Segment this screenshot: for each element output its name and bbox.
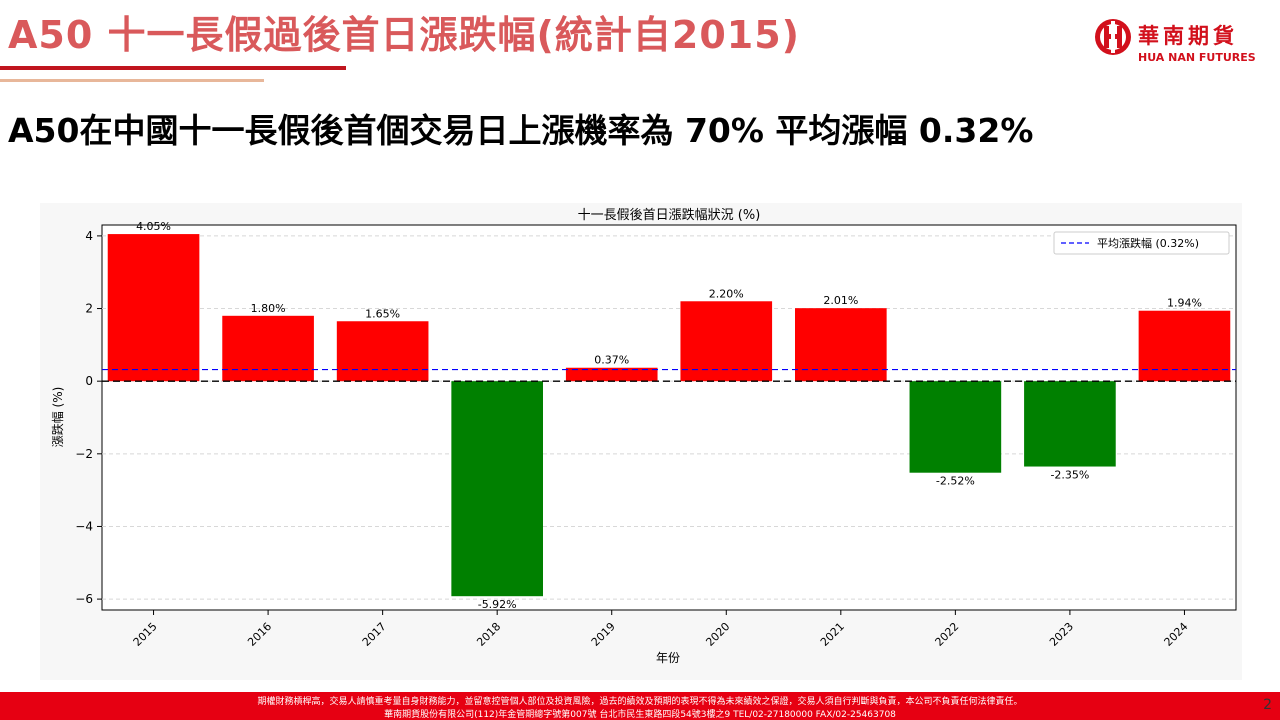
page-number: 2 <box>1263 697 1272 713</box>
y-tick-label: −2 <box>75 447 93 461</box>
data-label-2015: 4.05% <box>136 220 171 233</box>
x-tick-label-2021: 2021 <box>818 620 847 649</box>
hua-nan-logo-icon <box>1095 19 1131 55</box>
reference-lines <box>102 368 1236 382</box>
legend: 平均漲跌幅 (0.32%) <box>1053 231 1230 255</box>
data-label-2023: -2.35% <box>1050 469 1089 482</box>
chart-title: 十一長假後首日漲跌幅狀況 (%) <box>578 207 761 223</box>
bar-2015 <box>107 234 200 382</box>
bars <box>107 234 1231 597</box>
y-tick-label: 0 <box>85 374 93 388</box>
x-tick-label-2023: 2023 <box>1047 620 1076 649</box>
bar-2021 <box>795 308 887 382</box>
data-label-2021: 2.01% <box>823 294 858 307</box>
x-tick-label-2018: 2018 <box>474 620 503 649</box>
slide-title: A50 十一長假過後首日漲跌幅(統計自2015) <box>8 13 801 57</box>
logo-english-name: HUA NAN FUTURES <box>1138 51 1256 64</box>
x-tick-label-2015: 2015 <box>131 620 160 649</box>
bar-2019 <box>565 367 658 382</box>
title-underline-dark <box>0 66 346 70</box>
bar-2020 <box>680 301 773 382</box>
bar-2016 <box>222 315 314 382</box>
y-tick-label: 2 <box>85 302 93 316</box>
bar-chart: 4.05% 1.80% 1.65% -5.92% 0.37% 2.20% 2.01% -2.5… <box>40 203 1242 680</box>
bar-2017 <box>336 321 429 382</box>
y-tick-label: 4 <box>85 229 93 243</box>
company-logo: 華南期貨 HUA NAN FUTURES <box>1094 18 1266 68</box>
data-label-2024: 1.94% <box>1167 297 1202 310</box>
chart-canvas: 4.05% 1.80% 1.65% -5.92% 0.37% 2.20% 2.01% -2.5… <box>50 207 1237 665</box>
legend-mean-line-label: 平均漲跌幅 (0.32%) <box>1097 236 1199 250</box>
data-label-2020: 2.20% <box>709 287 744 300</box>
y-axis-label: 漲跌幅 (%) <box>50 387 65 448</box>
title-underline-light <box>0 79 264 82</box>
x-tick-label-2016: 2016 <box>245 620 274 649</box>
x-tick-label-2020: 2020 <box>703 620 732 649</box>
x-tick-label-2017: 2017 <box>360 620 389 649</box>
bar-2022 <box>909 381 1002 473</box>
data-label-2019: 0.37% <box>594 354 629 367</box>
data-label-2016: 1.80% <box>251 302 286 315</box>
x-tick-label-2024: 2024 <box>1162 620 1191 649</box>
slide-subtitle: A50在中國十一長假後首個交易日上漲機率為 70% 平均漲幅 0.32% <box>8 111 1034 150</box>
legend-box <box>1053 231 1230 255</box>
footer-disclaimer: 期權財務槓桿高，交易人請慎重考量自身財務能力，並留意控管個人部位及投資風險，過去… <box>257 697 1023 707</box>
data-label-2017: 1.65% <box>365 307 400 320</box>
x-tick-label-2022: 2022 <box>932 620 961 649</box>
disclaimer-footer: 期權財務槓桿高，交易人請慎重考量自身財務能力，並留意控管個人部位及投資風險，過去… <box>0 692 1280 720</box>
bar-2018 <box>451 381 543 597</box>
x-tick-label-2019: 2019 <box>589 620 618 649</box>
x-axis-label: 年份 <box>656 651 680 665</box>
data-labels: 4.05% 1.80% 1.65% -5.92% 0.37% 2.20% 2.01% -2.5… <box>136 220 1202 611</box>
y-tick-label: −6 <box>75 592 93 606</box>
logo-chinese-name: 華南期貨 <box>1138 24 1238 48</box>
footer-company-info: 華南期貨股份有限公司(112)年金管期總字號第007號 台北市民生東路四段54號… <box>384 710 896 720</box>
bar-2024 <box>1138 310 1231 382</box>
data-label-2022: -2.52% <box>936 475 975 488</box>
bar-2023 <box>1024 381 1116 467</box>
data-label-2018: -5.92% <box>478 598 517 611</box>
y-tick-label: −4 <box>75 519 93 533</box>
